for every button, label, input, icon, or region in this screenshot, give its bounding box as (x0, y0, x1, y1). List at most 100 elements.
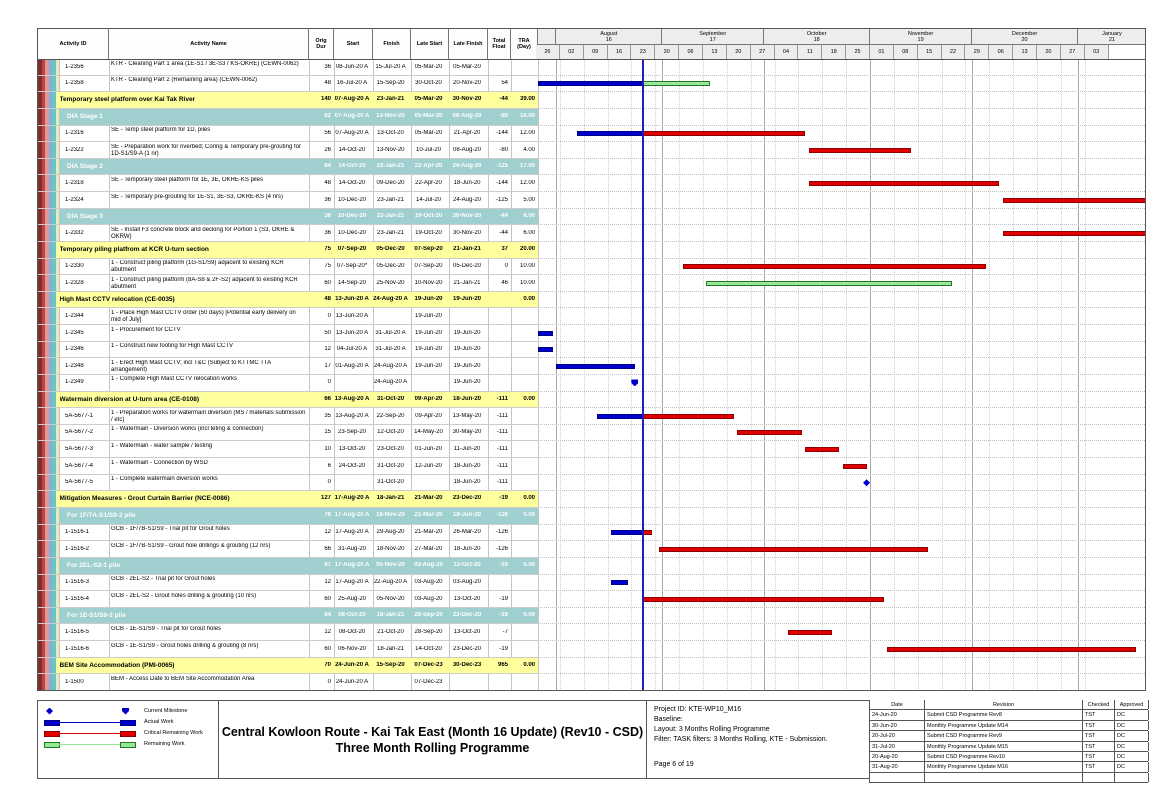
band-tra: 0.00 (523, 561, 535, 568)
gantt-bar-actual (610, 530, 642, 536)
timeline-week-11: 11 (798, 45, 823, 59)
activity-tf: 0 (504, 263, 508, 270)
activity-lf: 18-Jun-20 (453, 179, 481, 186)
timeline-week-06: 06 (679, 45, 703, 59)
activity-st: 10-Dec-20 (337, 229, 366, 236)
activity-lf: 19-Jun-20 (453, 379, 481, 386)
activity-lf: 11-Jun-20 (453, 445, 481, 452)
activity-id: 1-2349 (65, 379, 84, 386)
row-separator (38, 440, 538, 442)
band-name: DIA Stage 3 (67, 212, 103, 220)
band-tra: 0.00 (523, 661, 535, 668)
gantt-row (538, 109, 1145, 126)
band-name: For 2EL-S2-1 pile (67, 561, 121, 569)
current-milestone-flag-icon (122, 707, 129, 715)
activity-id: 5A-5677-1 (65, 412, 94, 419)
activity-id: 1-2324 (65, 196, 84, 203)
row-separator (38, 307, 538, 309)
gantt-row (538, 608, 1145, 625)
gantt-row (538, 425, 1145, 442)
legend-bar-icon (120, 741, 136, 748)
report-title-line1: Central Kowloon Route - Kai Tak East (Mo… (221, 724, 644, 739)
activity-st: 31-Aug-20 (337, 545, 367, 552)
legend-label: Actual Work (144, 719, 174, 725)
row-separator (38, 290, 538, 292)
row-separator (38, 540, 538, 542)
revision-cell: Monthly Programme Update M16 (925, 762, 1083, 772)
activity-id: 5A-5677-4 (65, 462, 94, 469)
gantt-row (538, 558, 1145, 575)
gantt-bar-actual (538, 330, 554, 336)
band-tf: -19 (499, 561, 508, 568)
band-lf: 21-Jan-21 (453, 245, 481, 252)
band-st: 10-Dec-20 (337, 212, 367, 219)
band-lf: 19-Jun-20 (452, 295, 481, 302)
column-header-2: Orig Dur (309, 29, 334, 59)
band-name: Watermain diversion at U-turn area (CE-0… (59, 395, 200, 403)
gantt-bar-critical (842, 463, 867, 469)
timeline-week-13: 13 (1013, 45, 1037, 59)
activity-od: 50 (324, 329, 331, 336)
band-lf: 23-Dec-20 (452, 611, 482, 618)
activity-fn: 23-Jan-21 (376, 229, 405, 236)
activity-id: 1-2316 (65, 130, 84, 137)
activity-name: SE - Install F3 concrete block and decki… (111, 226, 295, 240)
page-number: Page 6 of 19 (654, 761, 694, 768)
gantt-bar-critical (788, 629, 833, 635)
activity-id: 1-2344 (65, 312, 84, 319)
legend-item-actual: Actual Work (44, 718, 214, 726)
band-st: 17-Aug-20 A (334, 561, 370, 568)
row-separator (38, 457, 538, 459)
activity-ls: 19-Oct-20 (415, 229, 442, 236)
revision-cell (925, 772, 1083, 783)
gantt-bar-critical (1002, 230, 1145, 236)
gantt-row (538, 358, 1145, 375)
activity-lf: 18-Jun-20 (453, 462, 481, 469)
row-separator (38, 257, 538, 259)
row-separator (38, 74, 538, 76)
gantt-row (538, 508, 1145, 525)
activity-fn: 24-Aug-20 A (373, 379, 408, 386)
activity-od: 26 (324, 146, 331, 153)
band-od: 127 (320, 495, 331, 502)
gantt-row (538, 658, 1145, 675)
activity-ls: 27-Mar-20 (414, 545, 443, 552)
activity-ls: 19-Jun-20 (414, 346, 443, 353)
gantt-bar-critical (641, 413, 734, 419)
activity-fn: 15-Jul-20 A (375, 63, 406, 70)
band-od: 140 (320, 96, 331, 103)
month-number: 18 (813, 36, 820, 43)
activity-od: 36 (324, 196, 331, 203)
gantt-bar-critical (641, 596, 884, 602)
revision-header-cell: Approved (1115, 700, 1149, 710)
activity-id: 1-2318 (65, 179, 84, 186)
row-separator (38, 656, 538, 658)
revision-cell: TST (1083, 741, 1115, 751)
timeline-week-13: 13 (702, 45, 727, 59)
revision-cell: 24-Jun-20 (870, 710, 925, 720)
revision-cell: TST (1083, 731, 1115, 741)
activity-st: 14-Sep-20 (337, 279, 367, 286)
band-lf: 30-Nov-20 (452, 212, 482, 219)
activity-name: 1 - Complete watermain diversion works (111, 476, 218, 483)
footer-divider (646, 701, 647, 778)
activity-st: 13-Jun-20 A (335, 329, 369, 336)
band-fn: 31-Oct-20 (376, 395, 405, 402)
activity-tf: -111 (496, 462, 508, 469)
activity-id: 5A-5677-2 (65, 429, 94, 436)
band-tra: 0.00 (523, 495, 535, 502)
gantt-row (538, 525, 1145, 542)
activity-fn: 23-Jan-21 (376, 196, 405, 203)
gantt-row (538, 159, 1145, 176)
activity-tf: -19 (499, 645, 508, 652)
band-tf: 965 (497, 661, 508, 668)
timeline-week-15: 15 (917, 45, 942, 59)
activity-od: 75 (324, 263, 331, 270)
activity-tf: 54 (501, 80, 508, 87)
activity-od: 60 (324, 645, 331, 652)
band-tf: -125 (495, 162, 508, 169)
band-od: 75 (324, 245, 331, 252)
activity-od: 10 (324, 445, 331, 452)
band-fn: 23-Jan-21 (376, 162, 405, 169)
band-tra: 0.00 (523, 295, 535, 302)
